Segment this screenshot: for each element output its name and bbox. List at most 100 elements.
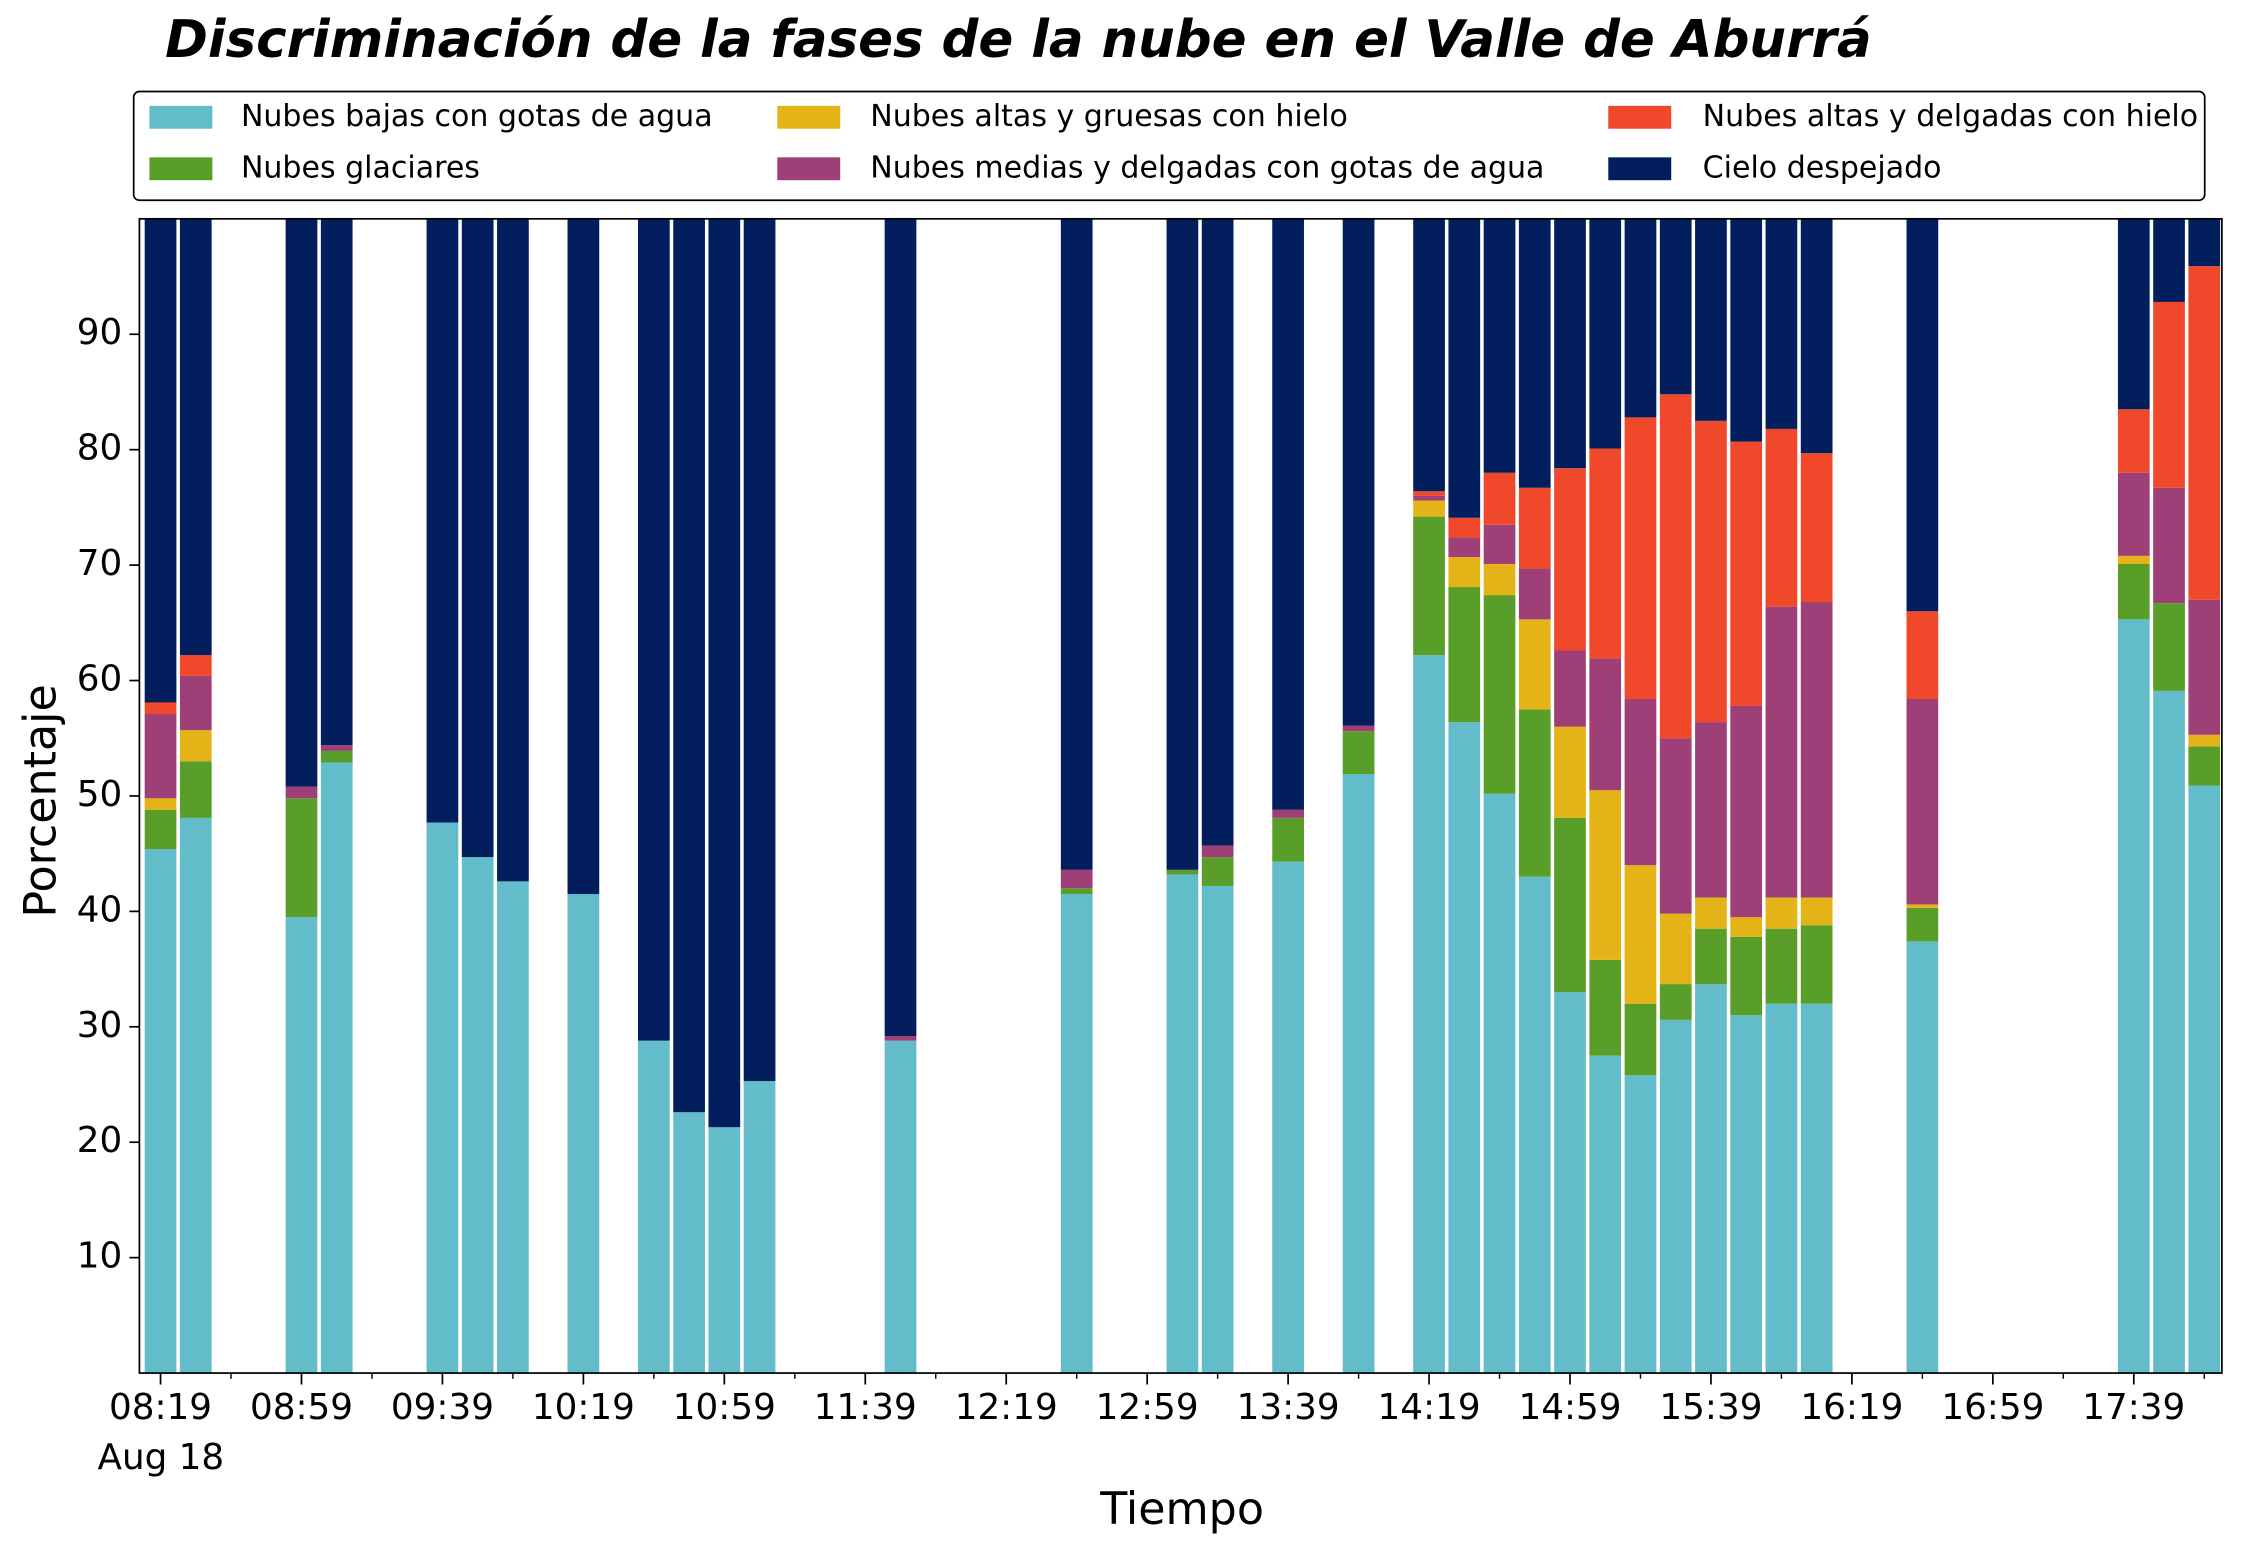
bar-segment bbox=[1554, 726, 1586, 818]
bar-segment bbox=[1342, 218, 1375, 726]
bar-segment bbox=[1659, 394, 1692, 739]
bar-segment bbox=[1483, 595, 1516, 794]
y-tick-label: 40 bbox=[77, 889, 123, 930]
bar-segment bbox=[2153, 690, 2185, 1374]
x-tick-label: 14:59 bbox=[1518, 1387, 1621, 1428]
bar-segment bbox=[1518, 709, 1551, 877]
bar-segment bbox=[1342, 731, 1375, 775]
bar-segment bbox=[1765, 928, 1798, 1004]
bar-segment bbox=[1589, 218, 1622, 449]
legend-swatch bbox=[777, 105, 841, 129]
bar-segment bbox=[1554, 650, 1586, 727]
bar-segment bbox=[1272, 218, 1304, 810]
bar-segment bbox=[1906, 904, 1939, 908]
bar-segment bbox=[1800, 925, 1833, 1004]
bar-segment bbox=[1518, 619, 1551, 710]
y-tick-label: 70 bbox=[77, 543, 123, 584]
bar-segment bbox=[708, 1127, 741, 1374]
bar-segment bbox=[884, 1036, 917, 1041]
legend-label: Cielo despejado bbox=[1703, 150, 1942, 185]
bar-segment bbox=[2117, 472, 2150, 556]
bar-segment bbox=[1448, 517, 1481, 538]
bar-segment bbox=[1695, 722, 1727, 898]
bar-segment bbox=[179, 730, 212, 762]
bar-segment bbox=[743, 1081, 776, 1374]
bar-segment bbox=[2117, 619, 2150, 1374]
x-tick-label: 14:19 bbox=[1378, 1387, 1481, 1428]
bar-segment bbox=[1589, 1055, 1622, 1374]
bar-segment bbox=[743, 218, 776, 1082]
bar-segment bbox=[1730, 705, 1763, 918]
bar-segment bbox=[1554, 992, 1586, 1374]
bar-segment bbox=[1060, 894, 1093, 1374]
y-tick-label: 80 bbox=[77, 428, 123, 469]
bar-segment bbox=[1765, 428, 1798, 607]
bar-segment bbox=[1659, 738, 1692, 914]
bar-segment bbox=[1800, 453, 1833, 603]
bar-segment bbox=[1201, 845, 1234, 858]
bar-segment bbox=[1060, 869, 1093, 889]
bar-segment bbox=[1448, 537, 1481, 558]
bar-segment bbox=[567, 894, 600, 1374]
x-tick-label: 08:19 bbox=[109, 1387, 212, 1428]
bar-segment bbox=[1906, 611, 1939, 699]
bar-segment bbox=[144, 713, 177, 799]
bar-segment bbox=[144, 702, 177, 714]
bar-segment bbox=[179, 817, 212, 1374]
y-tick-label: 10 bbox=[77, 1236, 123, 1277]
bar-segment bbox=[1730, 1015, 1763, 1374]
bar-segment bbox=[1765, 606, 1798, 898]
bar-segment bbox=[2117, 563, 2150, 620]
bar-segment bbox=[1554, 468, 1586, 651]
bar-segment bbox=[1906, 941, 1939, 1374]
bar-segment bbox=[1730, 218, 1763, 442]
bar-segment bbox=[2188, 734, 2221, 747]
bar-segment bbox=[567, 218, 600, 895]
bar-segment bbox=[2153, 218, 2185, 302]
bar-segment bbox=[1166, 218, 1199, 870]
bar-segment bbox=[1695, 218, 1727, 421]
bar-segment bbox=[1624, 865, 1657, 1004]
bar-segment bbox=[1800, 602, 1833, 898]
bar-segment bbox=[1730, 936, 1763, 1016]
y-tick-label: 90 bbox=[77, 312, 123, 353]
x-tick-label: 12:59 bbox=[1096, 1387, 1199, 1428]
bar-segment bbox=[1695, 420, 1727, 723]
bar-segment bbox=[1272, 817, 1304, 862]
bar-segment bbox=[1765, 897, 1798, 929]
bar-segment bbox=[1730, 441, 1763, 706]
bar-segment bbox=[637, 1040, 670, 1374]
bar-segment bbox=[320, 218, 353, 746]
y-tick-label: 30 bbox=[77, 1005, 123, 1046]
bar-segment bbox=[1413, 218, 1445, 492]
bar-segment bbox=[461, 857, 494, 1374]
bar-segment bbox=[1695, 897, 1727, 929]
x-tick-label: 15:39 bbox=[1659, 1387, 1762, 1428]
y-tick-label: 20 bbox=[77, 1120, 123, 1161]
bar-segment bbox=[1589, 658, 1622, 791]
bar-segment bbox=[2188, 746, 2221, 786]
legend-swatch bbox=[149, 105, 213, 129]
x-tick-label: 17:39 bbox=[2082, 1387, 2185, 1428]
bar-segment bbox=[1659, 218, 1692, 395]
bar-segment bbox=[1413, 491, 1445, 496]
x-tick-label: 10:59 bbox=[673, 1387, 776, 1428]
bar-segment bbox=[2117, 409, 2150, 473]
bar-segment bbox=[1659, 984, 1692, 1020]
bar-segment bbox=[1800, 218, 1833, 454]
bar-segment bbox=[1624, 1075, 1657, 1374]
bar-segment bbox=[1518, 487, 1551, 569]
bar-segment bbox=[1201, 857, 1234, 886]
bar-segment bbox=[1589, 448, 1622, 659]
bar-segment bbox=[2188, 218, 2221, 267]
bar-segment bbox=[1483, 524, 1516, 564]
bar-segment bbox=[1166, 874, 1199, 1374]
x-tick-label: 10:19 bbox=[532, 1387, 635, 1428]
bar-segment bbox=[1201, 885, 1234, 1374]
bar-segment bbox=[1659, 913, 1692, 985]
bar-segment bbox=[1518, 876, 1551, 1374]
bar-segment bbox=[1906, 218, 1939, 612]
bar-segment bbox=[1624, 1003, 1657, 1076]
bar-segment bbox=[320, 750, 353, 763]
